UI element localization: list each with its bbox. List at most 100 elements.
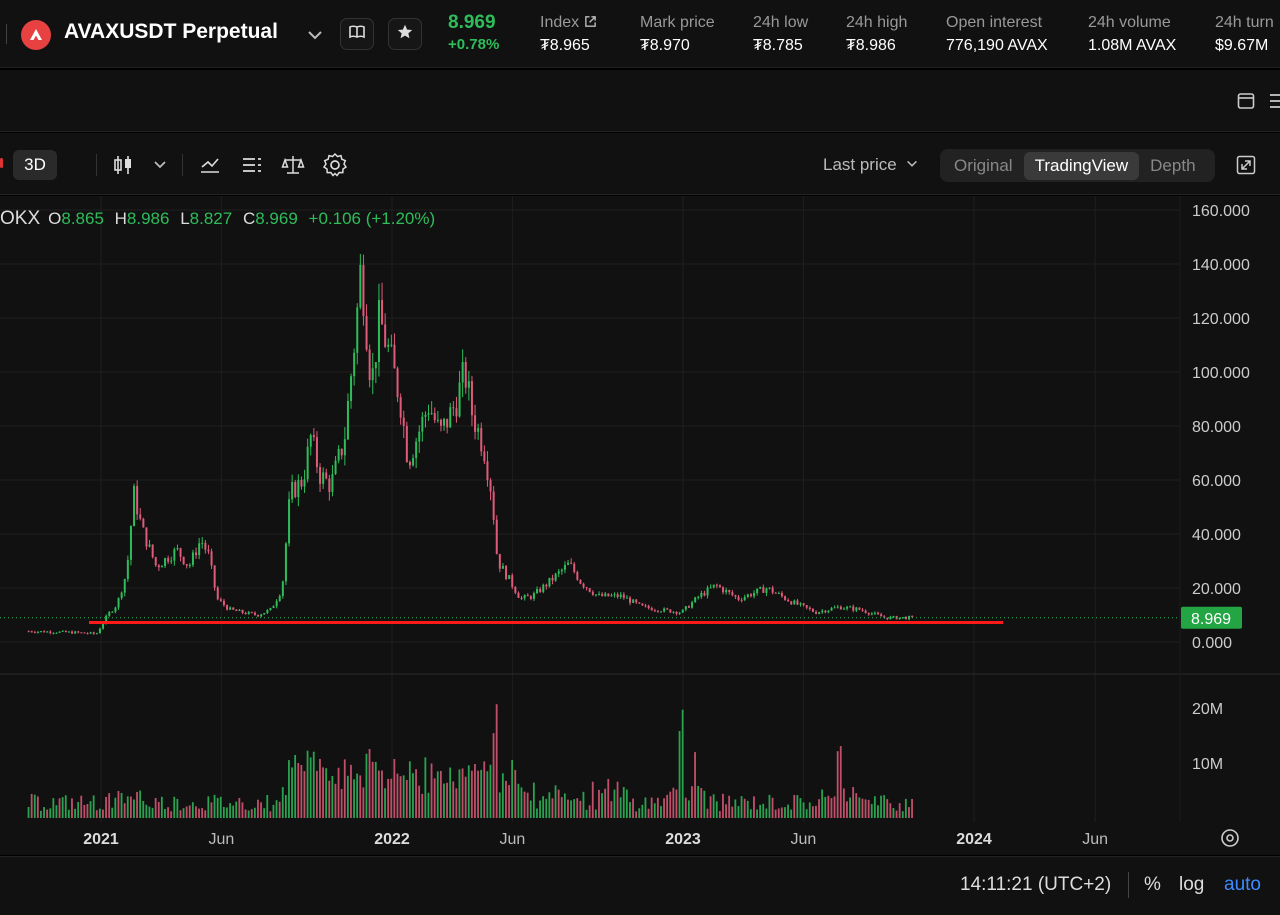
menu-icon[interactable] xyxy=(1268,92,1280,110)
view-original[interactable]: Original xyxy=(954,155,1013,175)
indicators-icon[interactable] xyxy=(199,154,221,176)
candle-body xyxy=(855,607,858,611)
candle-body xyxy=(374,362,377,369)
candle-body xyxy=(390,344,393,346)
volume-bar xyxy=(610,801,613,818)
volume-bar xyxy=(139,790,142,818)
volume-bar xyxy=(641,804,644,818)
candle-body xyxy=(439,419,442,426)
candle-body xyxy=(594,594,597,596)
candle-body xyxy=(148,544,151,547)
layout-icon[interactable] xyxy=(1237,92,1255,110)
candle-body xyxy=(139,514,142,519)
candle-body xyxy=(278,595,281,601)
expand-icon[interactable] xyxy=(1236,155,1256,175)
candle-body xyxy=(613,594,616,596)
stat-value: 776,190 AVAX xyxy=(946,37,1048,54)
volume-bar xyxy=(787,804,789,818)
volume-bar xyxy=(480,769,483,818)
stat-label: Index xyxy=(540,14,580,31)
candle-body xyxy=(877,612,880,615)
candle-body xyxy=(808,607,811,610)
candle-body xyxy=(275,600,278,607)
candle-body xyxy=(632,599,635,603)
timeframe-button[interactable]: 3D xyxy=(13,150,57,180)
candle-body xyxy=(381,300,384,325)
candle-body xyxy=(830,607,833,611)
candle-body xyxy=(765,588,768,593)
candle-body xyxy=(898,617,901,620)
stat-index[interactable]: Index ₮8.965 xyxy=(540,14,597,55)
candle-body xyxy=(787,599,790,602)
price-chart[interactable]: 8.969 160.000 140.000 120.000 100.000 80.000… xyxy=(0,196,1280,855)
candle-body xyxy=(281,581,284,596)
ohlc-legend: OKX O8.865 H8.986 L8.827 C8.969 +0.106 (+… xyxy=(0,208,435,230)
volume-bar xyxy=(36,796,39,818)
volume-bar xyxy=(207,796,210,818)
volume-bar xyxy=(393,759,396,818)
candle-body xyxy=(185,564,188,566)
book-button[interactable] xyxy=(340,18,374,50)
candle-body xyxy=(489,480,492,492)
candle-body xyxy=(260,614,263,617)
candle-body xyxy=(222,600,225,606)
volume-bar xyxy=(625,789,628,818)
volume-bar xyxy=(365,753,368,818)
candlestick-type-icon[interactable] xyxy=(112,154,134,176)
volume-bar xyxy=(864,799,867,818)
candle-body xyxy=(886,617,889,620)
candle-body xyxy=(470,381,473,416)
volume-bar xyxy=(151,807,154,818)
chevron-down-icon[interactable] xyxy=(305,26,325,44)
candle-body xyxy=(71,631,74,634)
candle-body xyxy=(551,577,554,581)
volume-bar xyxy=(247,810,250,818)
view-depth[interactable]: Depth xyxy=(1150,155,1196,175)
favorite-button[interactable] xyxy=(388,18,422,50)
candle-body xyxy=(675,611,678,614)
volume-bar xyxy=(343,759,346,818)
chart-overlay: 8.969 xyxy=(0,606,1242,629)
candle-body xyxy=(257,614,260,617)
candle-body xyxy=(784,596,787,600)
candle-body xyxy=(266,610,269,614)
volume-bar xyxy=(886,799,889,818)
log-toggle[interactable]: log xyxy=(1179,874,1205,895)
view-tradingview[interactable]: TradingView xyxy=(1023,151,1140,180)
percent-toggle[interactable]: % xyxy=(1144,874,1161,895)
volume-bar xyxy=(46,809,49,818)
volume-bar xyxy=(672,787,675,818)
chevron-down-icon[interactable] xyxy=(151,156,169,174)
candle-body xyxy=(368,349,371,381)
volume-bar xyxy=(740,796,743,818)
candle-body xyxy=(449,407,452,428)
auto-toggle[interactable]: auto xyxy=(1224,874,1261,895)
volume-bar xyxy=(443,783,445,818)
candle-body xyxy=(622,594,625,598)
volume-bar xyxy=(774,809,777,818)
candle-body xyxy=(548,577,551,587)
candle-body xyxy=(873,612,876,614)
candle-body xyxy=(46,631,49,633)
volume-bar xyxy=(213,794,216,818)
low-key: L xyxy=(180,209,190,228)
candle-body xyxy=(272,606,275,609)
candle-body xyxy=(570,562,573,564)
candle-body xyxy=(427,413,430,415)
price-type-select[interactable]: Last price xyxy=(823,155,919,175)
volume-bar xyxy=(27,806,30,818)
volume-bar xyxy=(331,775,334,818)
symbol-title[interactable]: AVAXUSDT Perpetual xyxy=(64,20,278,43)
candle-body xyxy=(467,381,470,388)
candle-body xyxy=(653,610,656,612)
volume-bar xyxy=(244,809,247,818)
candle-body xyxy=(904,617,907,620)
volume-bar xyxy=(105,796,107,818)
list-settings-icon[interactable] xyxy=(241,154,263,176)
volume-bar xyxy=(545,798,548,818)
scale-icon[interactable] xyxy=(281,153,305,177)
candle-body xyxy=(508,575,511,580)
stat-value: ₮8.785 xyxy=(753,37,803,54)
gear-icon[interactable] xyxy=(322,152,348,178)
volume-bar xyxy=(216,797,219,818)
